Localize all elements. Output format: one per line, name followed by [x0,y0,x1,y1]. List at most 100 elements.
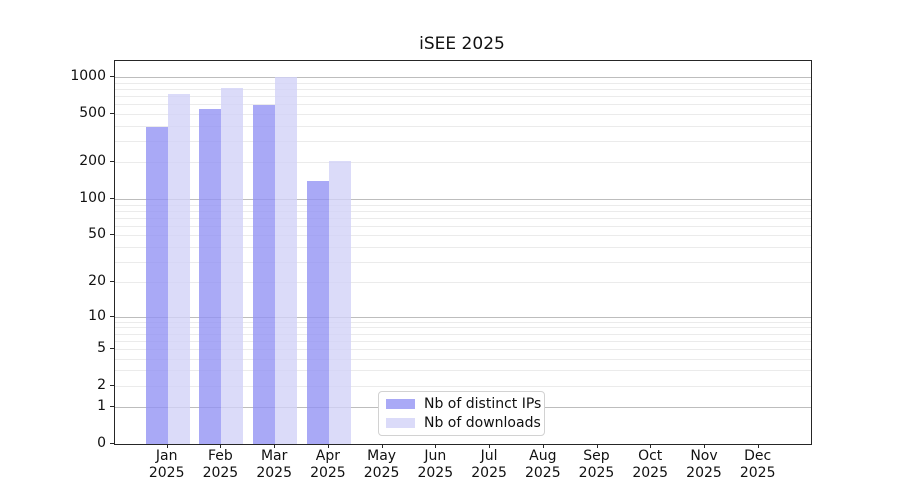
x-tick-mark [327,444,329,448]
y-tick-mark [110,161,114,163]
year-label: 2025 [632,464,668,481]
x-tick-mark [489,444,491,448]
y-tick-label: 10 [88,307,106,324]
y-tick-label: 0 [97,435,106,451]
minor-gridline [115,235,811,237]
minor-gridline [115,333,811,335]
year-label: 2025 [417,464,454,481]
x-tick-label-may: May 2025 [350,448,414,481]
x-tick-label-dec: Dec 2025 [726,448,790,481]
y-tick-mark [110,384,114,386]
minor-gridline [115,141,811,142]
y-tick-mark [110,315,114,317]
year-label: 2025 [739,464,776,481]
month-label: Sep [583,448,610,464]
y-tick-label: 200 [79,153,106,170]
x-tick-label-aug: Aug 2025 [511,448,575,481]
month-label: May [367,448,397,464]
y-tick-mark [110,113,114,114]
x-tick-mark [435,444,437,448]
legend-item-distinct-ips: Nb of distinct IPs [386,396,541,412]
x-tick-label-nov: Nov 2025 [672,448,736,481]
x-tick-mark [166,444,168,448]
x-tick-mark [381,444,383,448]
minor-gridline [115,385,811,387]
legend-label-distinct-ips: Nb of distinct IPs [424,395,542,412]
x-tick-mark [596,444,598,448]
x-tick-label-feb: Feb 2025 [188,448,252,481]
bar-jan-distinct-ips [145,127,168,444]
bar-feb-distinct-ips [199,108,222,444]
y-tick-label: 1 [97,398,106,415]
x-tick-label-oct: Oct 2025 [618,448,682,481]
y-tick-mark [110,234,114,236]
major-gridline [115,316,811,318]
minor-gridline [115,217,811,219]
y-tick-label: 50 [88,226,106,243]
x-tick-label-mar: Mar 2025 [242,448,306,481]
year-label: 2025 [471,464,507,481]
minor-gridline [115,261,811,263]
legend-swatch-distinct-ips [386,399,415,409]
minor-gridline [115,327,811,329]
minor-gridline [115,210,811,212]
year-label: 2025 [686,464,722,481]
minor-gridline [115,114,811,115]
x-tick-mark [542,444,544,448]
x-tick-mark [704,444,705,448]
y-tick-label: 2 [97,376,106,393]
minor-gridline [115,340,811,342]
month-label: Jul [480,448,498,464]
minor-gridline [115,104,811,106]
bar-mar-distinct-ips [253,105,276,444]
major-gridline [115,77,811,79]
x-tick-label-jul: Jul 2025 [457,448,521,481]
month-label: Mar [260,448,288,464]
x-tick-mark [220,444,222,448]
x-tick-mark [274,444,276,448]
legend-swatch-downloads [386,418,415,428]
minor-gridline [115,225,811,227]
x-tick-mark [757,444,759,448]
month-label: Oct [638,448,663,464]
y-tick-mark [110,406,114,408]
year-label: 2025 [202,464,239,481]
bar-jan-downloads [167,93,190,444]
minor-gridline [115,204,811,206]
chart-title: iSEE 2025 [419,34,505,54]
month-label: Feb [207,448,233,464]
y-tick-label: 1000 [70,68,106,85]
y-tick-mark [110,443,114,444]
bar-apr-distinct-ips [306,181,329,444]
x-tick-label-sep: Sep 2025 [565,448,629,481]
month-label: Nov [690,448,718,464]
x-tick-mark [650,444,652,448]
bar-feb-downloads [221,87,244,444]
minor-gridline [115,282,811,284]
minor-gridline [115,246,811,248]
bar-apr-downloads [328,161,351,444]
y-tick-mark [110,198,114,199]
year-label: 2025 [363,464,400,481]
y-tick-label: 5 [97,339,106,356]
month-label: Jan [155,448,178,464]
month-label: Jun [424,448,447,464]
minor-gridline [115,96,811,98]
year-label: 2025 [148,464,185,481]
month-label: Apr [315,448,340,464]
y-tick-label: 500 [79,105,106,121]
y-tick-mark [110,347,114,349]
minor-gridline [115,82,811,84]
year-label: 2025 [310,464,346,481]
minor-gridline [115,125,811,127]
legend: Nb of distinct IPs Nb of downloads [378,391,545,436]
month-label: Aug [529,448,557,464]
y-tick-label: 100 [79,190,106,206]
year-label: 2025 [256,464,292,481]
plot-area [114,60,812,445]
legend-label-downloads: Nb of downloads [424,414,541,431]
minor-gridline [115,162,811,164]
y-tick-label: 20 [88,273,106,290]
major-gridline [115,199,811,200]
y-tick-mark [110,281,114,283]
